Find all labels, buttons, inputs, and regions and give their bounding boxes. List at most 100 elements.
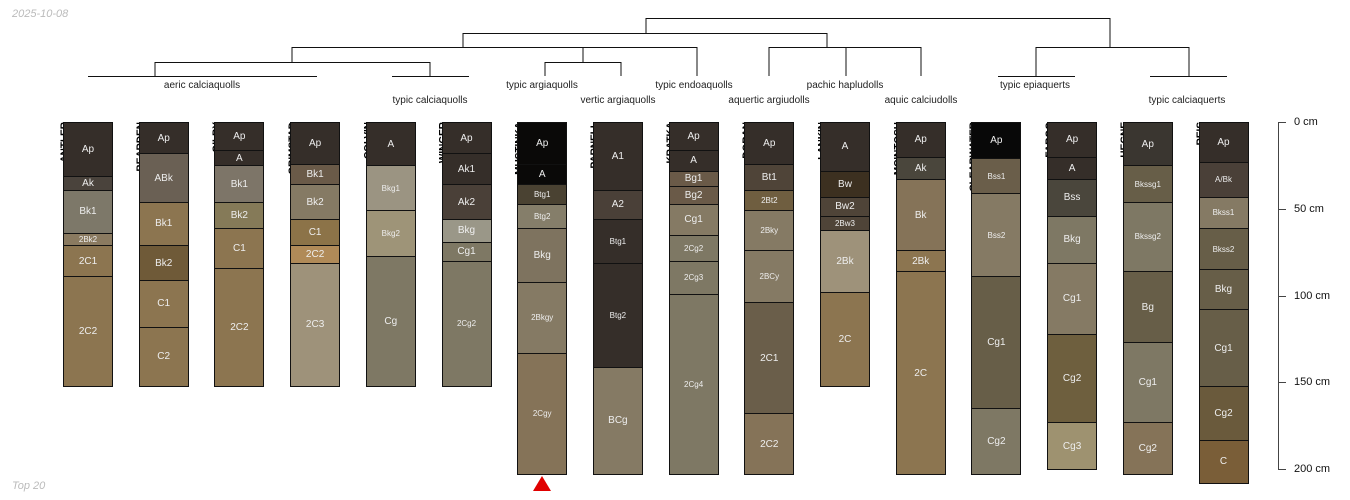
horizon: Ap bbox=[1047, 122, 1098, 158]
horizon: Cg1 bbox=[1122, 342, 1173, 424]
horizon: ABk bbox=[138, 153, 189, 203]
horizon: Bkg bbox=[517, 227, 568, 283]
axis-tick-label: 150 cm bbox=[1294, 376, 1331, 389]
horizon: Ak bbox=[63, 175, 113, 191]
taxon-label: aquic calciudolls bbox=[884, 95, 958, 106]
horizon-label: A bbox=[1068, 162, 1076, 174]
horizon-label: BCg bbox=[608, 415, 628, 427]
horizon: Cg1 bbox=[971, 276, 1022, 410]
horizon-label: Bw bbox=[838, 178, 852, 190]
horizon: 2Bt2 bbox=[744, 189, 795, 212]
horizon-label: C1 bbox=[308, 227, 322, 239]
horizon-label: Bss2 bbox=[987, 230, 1006, 240]
axis-tick-label: 200 cm bbox=[1294, 463, 1331, 475]
horizon: Ap bbox=[63, 122, 113, 177]
horizon-label: Ap bbox=[1217, 136, 1230, 148]
horizon-label: Ap bbox=[460, 132, 473, 144]
horizon: BCg bbox=[592, 366, 643, 476]
horizon-label: Cg2 bbox=[1138, 443, 1157, 455]
horizon-label: Ak bbox=[82, 177, 94, 189]
horizon: A bbox=[820, 122, 870, 172]
horizon-label: Btg2 bbox=[609, 310, 627, 320]
horizon: Cg1 bbox=[1198, 309, 1249, 387]
horizon-label: A1 bbox=[611, 150, 624, 162]
horizon-label: Cg3 bbox=[1062, 440, 1082, 452]
horizon-label: Cg1 bbox=[987, 337, 1006, 349]
horizon: Bkssg1 bbox=[1122, 165, 1173, 203]
horizon: Bg bbox=[1122, 271, 1173, 344]
horizon: Cg2 bbox=[971, 408, 1022, 476]
horizon: C1 bbox=[214, 227, 265, 269]
axis-tick bbox=[1278, 295, 1286, 297]
horizon-label: Bkg1 bbox=[381, 183, 400, 193]
horizon: Ap bbox=[138, 122, 189, 155]
horizon: A/Bk bbox=[1198, 161, 1249, 198]
taxon-label: aeric calciaquolls bbox=[163, 80, 241, 91]
horizon-label: 2Cg4 bbox=[684, 379, 704, 389]
horizon-label: C2 bbox=[157, 351, 171, 363]
horizon: 2Cg2 bbox=[668, 234, 719, 262]
horizon: Ap bbox=[517, 122, 568, 165]
date-label: 2025-10-08 bbox=[12, 8, 69, 20]
horizon: Ap bbox=[744, 122, 795, 165]
horizon-label: 2Cg3 bbox=[684, 273, 704, 283]
horizon-label: 2Bky bbox=[760, 226, 779, 236]
horizon-label: Bkss1 bbox=[1212, 208, 1235, 218]
horizon-label: Bkssg2 bbox=[1134, 232, 1161, 242]
horizon: Bkg2 bbox=[365, 210, 416, 257]
horizon-label: Ap bbox=[233, 130, 246, 142]
horizon-label: Bkg bbox=[533, 249, 551, 261]
horizon-label: 2BCy bbox=[759, 272, 780, 282]
horizon-label: Ap bbox=[1065, 134, 1079, 146]
horizon-label: A bbox=[841, 141, 849, 153]
taxon-label: typic argiaquolls bbox=[506, 80, 578, 91]
horizon: 2C3 bbox=[290, 262, 341, 387]
horizon-label: Ap bbox=[763, 137, 776, 149]
horizon-label: Ap bbox=[81, 143, 95, 155]
horizon: A1 bbox=[592, 122, 643, 191]
horizon-label: A bbox=[387, 138, 395, 150]
horizon-label: A bbox=[690, 155, 697, 167]
horizon: Ap bbox=[441, 122, 492, 155]
horizon: 2C bbox=[820, 292, 870, 387]
horizon: Ap bbox=[971, 122, 1022, 160]
horizon: 2Bk bbox=[820, 229, 870, 294]
axis-tick-label: 0 cm bbox=[1294, 116, 1318, 128]
horizon-label: Bw2 bbox=[835, 201, 855, 213]
horizon: Cg1 bbox=[668, 203, 719, 236]
horizon-label: Ap bbox=[308, 137, 322, 149]
horizon-label: 2C1 bbox=[78, 255, 98, 267]
horizon-label: 2C2 bbox=[230, 321, 249, 333]
footer-label: Top 20 bbox=[12, 480, 46, 492]
horizon-label: Bkg bbox=[1214, 284, 1233, 296]
horizon: C bbox=[1198, 439, 1249, 484]
horizon-label: Bss bbox=[1063, 192, 1081, 204]
horizon: Btg1 bbox=[592, 219, 643, 264]
taxon-label: typic endoaquolls bbox=[655, 80, 733, 91]
horizon: Ap bbox=[895, 122, 946, 158]
horizon: Bg1 bbox=[668, 170, 719, 188]
horizon-label: 2C2 bbox=[305, 248, 325, 260]
horizon-label: Cg1 bbox=[457, 246, 476, 258]
horizon: Cg1 bbox=[1047, 262, 1098, 335]
horizon-label: Bk2 bbox=[155, 257, 173, 269]
axis-tick bbox=[1278, 208, 1286, 210]
horizon-label: Cg2 bbox=[1214, 407, 1233, 419]
horizon-label: Btg1 bbox=[609, 236, 627, 246]
horizon: 2Bky bbox=[744, 210, 795, 252]
horizon: 2Bw3 bbox=[820, 215, 870, 231]
horizon: Bk bbox=[895, 179, 946, 252]
horizon-label: 2Bk2 bbox=[78, 235, 98, 245]
horizon: C1 bbox=[138, 279, 189, 328]
horizon: 2Cgy bbox=[517, 352, 568, 476]
horizon: Bss bbox=[1047, 179, 1098, 217]
horizon: Bw bbox=[820, 170, 870, 198]
horizon-label: Bk1 bbox=[79, 206, 97, 218]
horizon-label: A bbox=[236, 152, 243, 164]
horizon: Bkg bbox=[1198, 269, 1249, 311]
horizon-label: Bg bbox=[1141, 301, 1154, 313]
horizon: Bw2 bbox=[820, 196, 870, 217]
horizon: Bss2 bbox=[971, 193, 1022, 278]
horizon-label: 2Cg2 bbox=[456, 319, 477, 329]
horizon-label: Bt1 bbox=[761, 171, 777, 183]
